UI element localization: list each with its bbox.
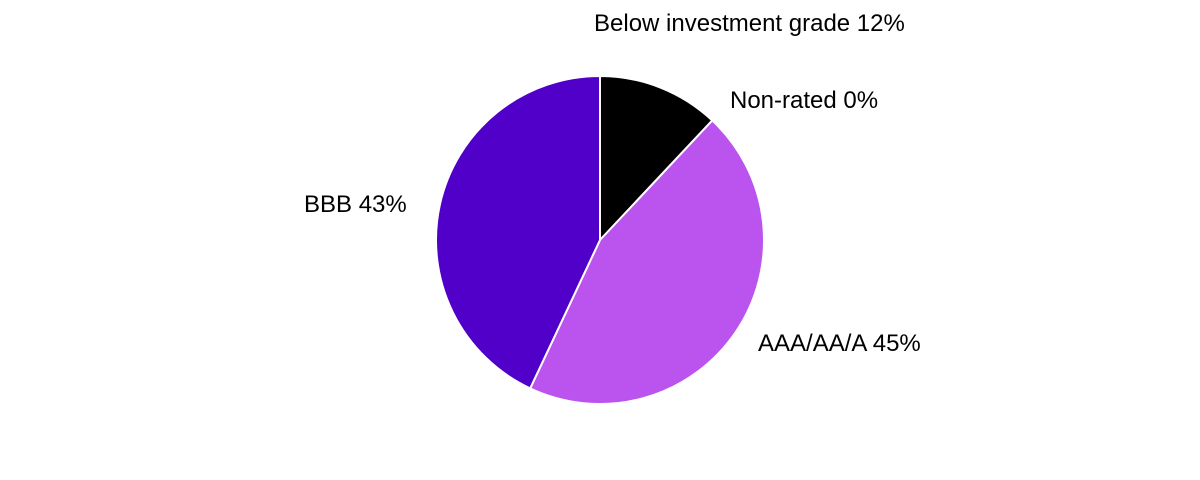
slice-label-below-investment-grade: Below investment grade 12% <box>594 10 905 37</box>
slice-label-non-rated: Non-rated 0% <box>730 87 878 114</box>
pie-slice-below-investment-grade <box>599 75 714 241</box>
pie-slices <box>435 75 765 405</box>
pie-labels: Below investment grade 12% Non-rated 0% … <box>304 10 921 357</box>
pie-slice-bbb <box>435 75 601 390</box>
pie-slice-aaa-aa-a <box>529 119 765 405</box>
slice-label-bbb: BBB 43% <box>304 191 407 218</box>
slice-label-aaa-aa-a: AAA/AA/A 45% <box>758 330 921 357</box>
